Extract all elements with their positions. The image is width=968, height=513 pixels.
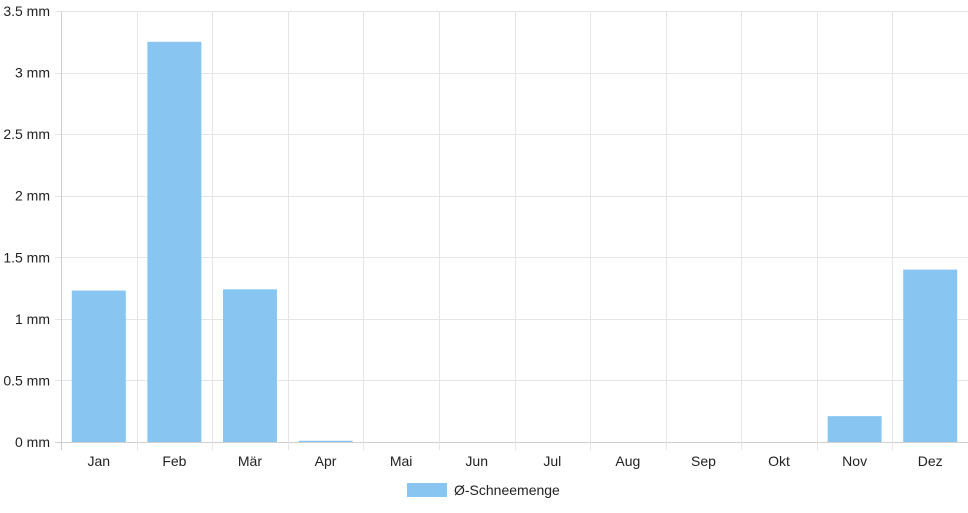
- bar-jan[interactable]: [71, 290, 126, 442]
- y-tick-label: 2 mm: [15, 188, 50, 204]
- legend[interactable]: Ø-Schneemenge: [407, 482, 560, 498]
- bar-layer: [71, 41, 958, 443]
- x-tick-label: Feb: [162, 453, 186, 469]
- x-tick-label: Dez: [918, 453, 943, 469]
- x-tick-label: Sep: [691, 453, 716, 469]
- bar-feb[interactable]: [147, 41, 202, 443]
- x-tick-label: Okt: [768, 453, 790, 469]
- y-tick-label: 2.5 mm: [3, 126, 50, 142]
- y-tick-label: 1 mm: [15, 311, 50, 327]
- y-tick-label: 0 mm: [15, 434, 50, 450]
- y-tick-label: 3 mm: [15, 65, 50, 81]
- bar-nov[interactable]: [827, 416, 882, 442]
- y-tick-label: 3.5 mm: [3, 3, 50, 19]
- bar-dez[interactable]: [903, 269, 958, 442]
- x-tick-label: Mai: [390, 453, 413, 469]
- bar-mär[interactable]: [222, 289, 277, 442]
- x-tick-label: Mär: [238, 453, 262, 469]
- legend-swatch: [407, 483, 447, 497]
- x-tick-label: Jul: [543, 453, 561, 469]
- bar-apr[interactable]: [298, 440, 353, 442]
- y-tick-label: 0.5 mm: [3, 372, 50, 388]
- legend-label: Ø-Schneemenge: [454, 482, 560, 498]
- grid-layer: [55, 11, 968, 450]
- axis-layer: 0 mm 0.5 mm 1 mm 1.5 mm 2 mm 2.5 mm 3 mm 3.5 mm…: [3, 3, 942, 469]
- x-tick-label: Nov: [842, 453, 867, 469]
- x-tick-label: Aug: [615, 453, 640, 469]
- y-tick-label: 1.5 mm: [3, 249, 50, 265]
- x-tick-label: Jun: [465, 453, 488, 469]
- x-tick-label: Apr: [315, 453, 337, 469]
- x-tick-label: Jan: [88, 453, 111, 469]
